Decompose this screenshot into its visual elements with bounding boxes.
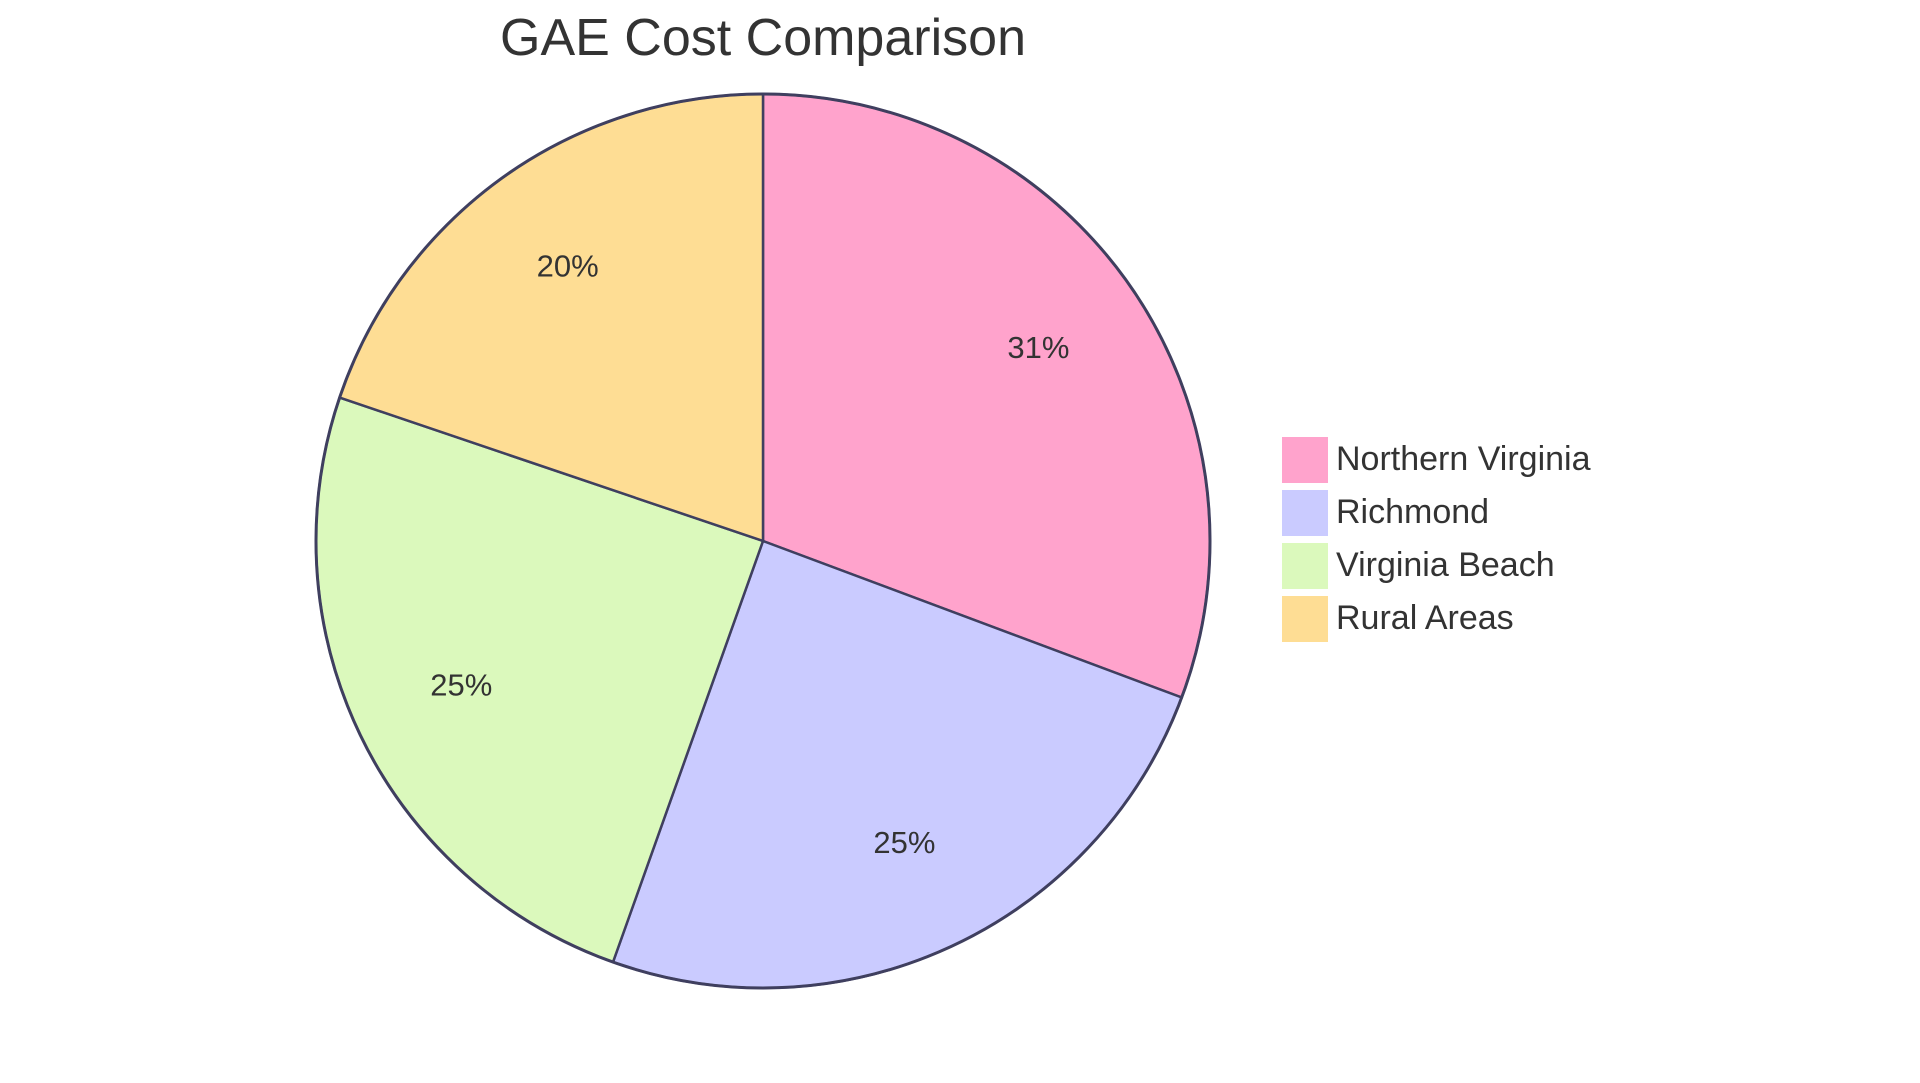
legend-swatch <box>1282 595 1328 642</box>
legend-label: Virginia Beach <box>1336 546 1555 584</box>
pie-labels: 31% 25% 25% 20% <box>430 249 1069 860</box>
legend-swatch <box>1282 542 1328 589</box>
slice-label: 20% <box>537 249 599 284</box>
legend-item-rural-areas: Rural Areas <box>1282 592 1591 645</box>
slice-label: 25% <box>430 667 492 702</box>
legend-swatch <box>1282 489 1328 536</box>
legend: Northern Virginia Richmond Virginia Beac… <box>1282 433 1591 645</box>
slice-label: 31% <box>1007 330 1069 365</box>
legend-swatch <box>1282 436 1328 483</box>
chart-title: GAE Cost Comparison <box>500 9 1026 67</box>
legend-item-northern-virginia: Northern Virginia <box>1282 433 1591 486</box>
pie-outline <box>314 92 1212 990</box>
legend-item-richmond: Richmond <box>1282 486 1591 539</box>
legend-label: Northern Virginia <box>1336 440 1591 478</box>
pie-slices <box>314 92 1212 990</box>
legend-label: Richmond <box>1336 493 1490 531</box>
slice-label: 25% <box>873 825 935 860</box>
legend-item-virginia-beach: Virginia Beach <box>1282 539 1591 592</box>
legend-label: Rural Areas <box>1336 599 1514 637</box>
